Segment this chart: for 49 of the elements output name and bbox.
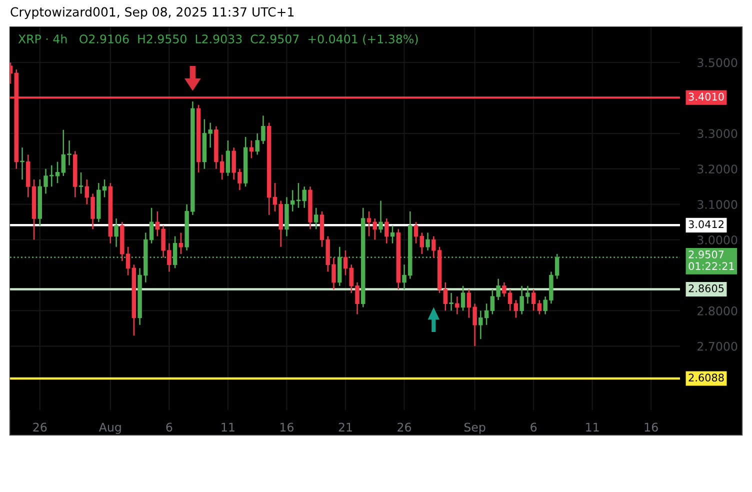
candlestick (449, 292, 454, 312)
y-tick-label: 3.3000 (698, 129, 738, 138)
y-tick-label: 3.5000 (698, 58, 738, 68)
chart-title: Cryptowizard001, Sep 08, 2025 11:37 UTC+1 (10, 6, 294, 20)
x-tick-label: 16 (644, 422, 658, 432)
x-tick-label: Sep (464, 422, 486, 434)
candlestick (314, 207, 318, 230)
candlestick (178, 232, 184, 255)
candlestick (514, 299, 518, 318)
y-tick-label: 3.0000 (698, 236, 738, 244)
y-tick-label: 2.8000 (698, 306, 738, 316)
candlestick (414, 221, 418, 244)
x-tick-label: 26 (398, 422, 412, 432)
y-tick-label: 3.1000 (698, 200, 738, 209)
candlestick (372, 218, 377, 240)
candlestick (390, 224, 395, 244)
candlestick (420, 232, 424, 255)
candlestick (20, 146, 24, 180)
x-tick-label: 6 (530, 422, 537, 432)
candlestick (343, 250, 348, 276)
y-tick-label: 3.2000 (698, 164, 738, 174)
candlestick (378, 200, 383, 234)
ref-line-label: 3.4010 (688, 92, 724, 101)
text: XRP · 4h O2.9106 H2.9550 L2.9033 C2.9507 +0.0401 (+1.38%) (18, 34, 418, 45)
y-tick-label: 2.7000 (698, 342, 738, 351)
ref-line-label: 3.0412 (688, 220, 724, 228)
x-tick-label: 6 (166, 422, 172, 432)
x-tick-label: 26 (33, 422, 47, 432)
candlestick (78, 172, 84, 194)
x-tick-label: 11 (222, 422, 234, 432)
candlestick (531, 288, 536, 312)
x-tick-label: 11 (586, 422, 599, 432)
ref-line-label: 2.8605 (688, 284, 724, 292)
candlestick (460, 285, 466, 312)
ref-line-label: 2.6088 (688, 374, 724, 382)
candlestick (226, 140, 230, 177)
candlestick (55, 161, 60, 184)
ref-line-label: 2.9507 01:22:21 (688, 250, 734, 270)
candlestick (443, 282, 448, 312)
x-tick-label: Aug (98, 422, 121, 434)
candlestick (114, 218, 118, 248)
candlestick (384, 218, 389, 244)
candlestick (366, 210, 372, 237)
candlestick (249, 140, 254, 159)
candlestick (455, 296, 460, 315)
candlestick (426, 232, 430, 252)
x-tick-label: 21 (338, 422, 352, 432)
x-tick-label: 16 (280, 422, 294, 432)
candlestick (537, 299, 542, 315)
